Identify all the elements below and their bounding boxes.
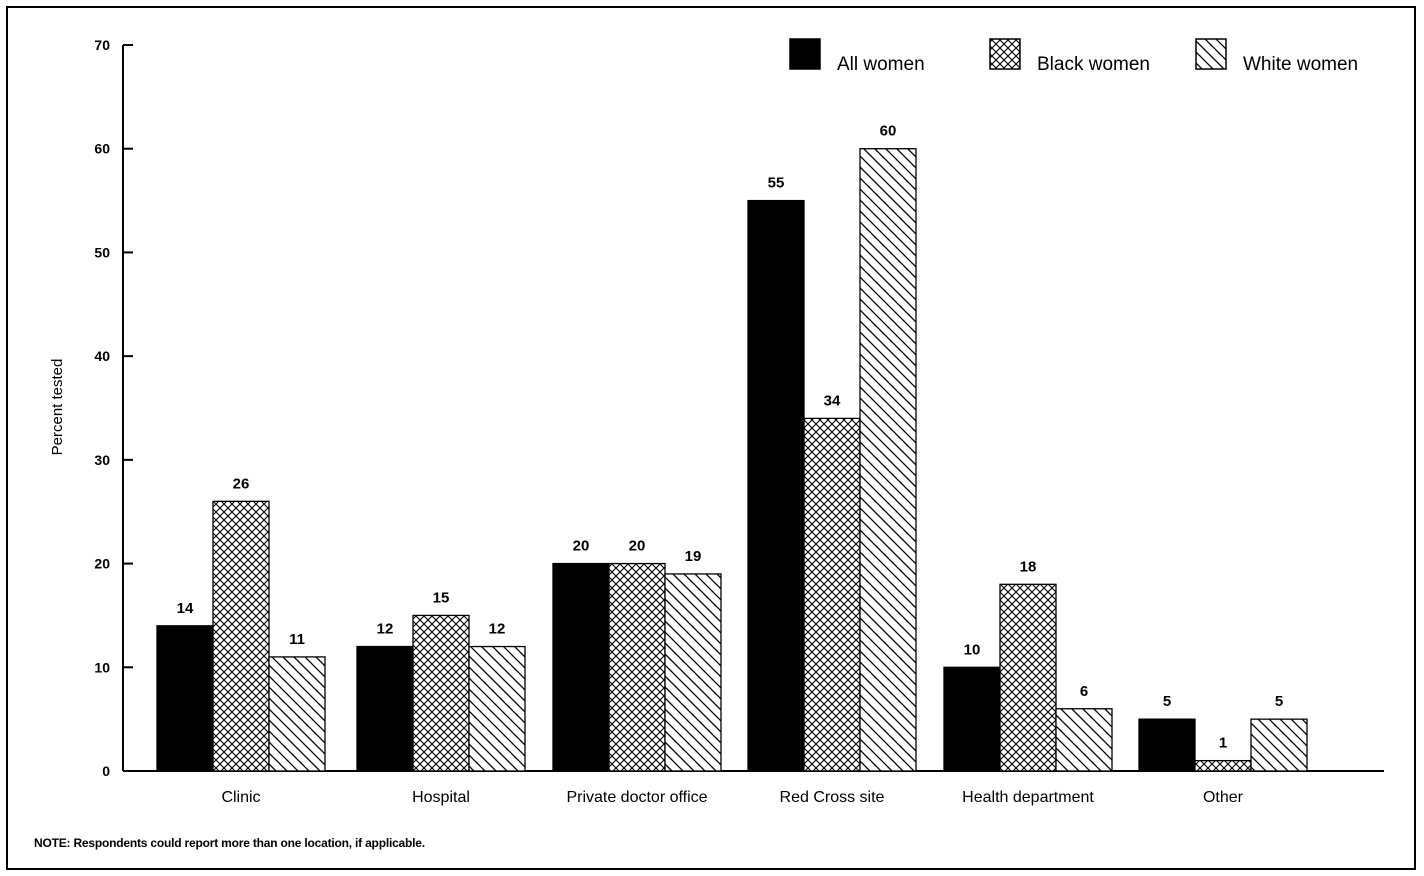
y-tick-label: 50 bbox=[94, 244, 110, 260]
legend-label: All women bbox=[837, 54, 925, 75]
data-label: 18 bbox=[1020, 558, 1037, 575]
bar bbox=[747, 199, 805, 772]
x-tick-label: Clinic bbox=[221, 789, 260, 806]
legend-swatch bbox=[789, 38, 821, 70]
bar bbox=[156, 625, 214, 772]
legend-swatch bbox=[1195, 38, 1227, 70]
data-label: 19 bbox=[685, 548, 702, 565]
data-label: 10 bbox=[964, 641, 981, 658]
x-tick-label: Health department bbox=[962, 789, 1094, 806]
bar bbox=[552, 562, 610, 772]
data-label: 1 bbox=[1219, 735, 1227, 752]
bar bbox=[412, 614, 470, 772]
bar bbox=[664, 573, 722, 772]
bar bbox=[803, 417, 861, 772]
y-tick-label: 40 bbox=[94, 348, 110, 364]
x-tick-label: Hospital bbox=[412, 789, 470, 806]
y-tick-label: 70 bbox=[94, 37, 110, 53]
bar bbox=[1055, 708, 1113, 772]
data-label: 12 bbox=[489, 621, 506, 638]
data-label: 14 bbox=[177, 600, 194, 617]
data-label: 5 bbox=[1163, 693, 1171, 710]
legend-swatch bbox=[989, 38, 1021, 70]
x-tick-label: Private doctor office bbox=[566, 789, 707, 806]
axes: 0 10 20 30 40 50 60 70 Percent tested Clinic Hospi… bbox=[49, 37, 1384, 806]
bar bbox=[1194, 759, 1252, 772]
bar bbox=[356, 645, 414, 772]
chart-note: NOTE: Respondents could report more than… bbox=[34, 836, 425, 850]
data-label: 5 bbox=[1275, 693, 1283, 710]
data-label: 26 bbox=[233, 475, 250, 492]
y-tick-label: 60 bbox=[94, 141, 110, 157]
chart-frame bbox=[6, 6, 1416, 870]
data-label: 60 bbox=[880, 123, 897, 140]
bar bbox=[943, 666, 1001, 772]
data-label: 6 bbox=[1080, 683, 1088, 700]
legend-label: White women bbox=[1243, 54, 1358, 75]
legend-label: Black women bbox=[1037, 54, 1150, 75]
bar bbox=[1138, 718, 1196, 772]
y-tick-label: 10 bbox=[94, 659, 110, 675]
y-axis-label: Percent tested bbox=[49, 359, 66, 456]
y-tick-label: 20 bbox=[94, 556, 110, 572]
bar bbox=[468, 645, 526, 772]
bar bbox=[608, 562, 666, 772]
bar bbox=[859, 148, 917, 772]
data-label: 55 bbox=[768, 175, 785, 192]
x-tick-label: Other bbox=[1203, 789, 1244, 806]
bar bbox=[212, 500, 270, 772]
legend: All women Black women White women bbox=[789, 38, 1358, 75]
data-label: 12 bbox=[377, 621, 394, 638]
y-tick-label: 30 bbox=[94, 452, 110, 468]
data-label: 11 bbox=[289, 631, 305, 648]
data-label: 34 bbox=[824, 392, 841, 409]
data-label: 20 bbox=[573, 538, 590, 555]
bar bbox=[999, 583, 1057, 772]
y-tick-label: 0 bbox=[102, 763, 110, 779]
bar bbox=[1250, 718, 1308, 772]
data-label: 20 bbox=[629, 538, 646, 555]
bar bbox=[268, 656, 326, 772]
x-tick-label: Red Cross site bbox=[780, 789, 885, 806]
data-label: 15 bbox=[433, 589, 450, 606]
